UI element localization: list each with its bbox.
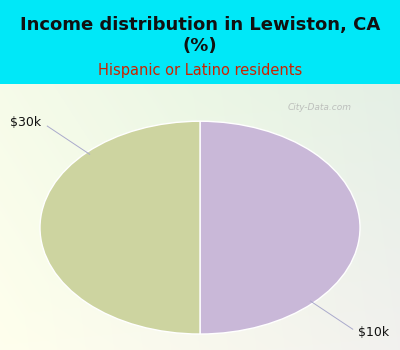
Text: $30k: $30k — [10, 116, 42, 129]
Text: $10k: $10k — [358, 327, 390, 340]
Text: City-Data.com: City-Data.com — [288, 104, 352, 112]
Wedge shape — [200, 121, 360, 334]
Text: Hispanic or Latino residents: Hispanic or Latino residents — [98, 63, 302, 78]
Text: Income distribution in Lewiston, CA: Income distribution in Lewiston, CA — [20, 16, 380, 34]
Text: (%): (%) — [183, 37, 217, 55]
Wedge shape — [40, 121, 200, 334]
